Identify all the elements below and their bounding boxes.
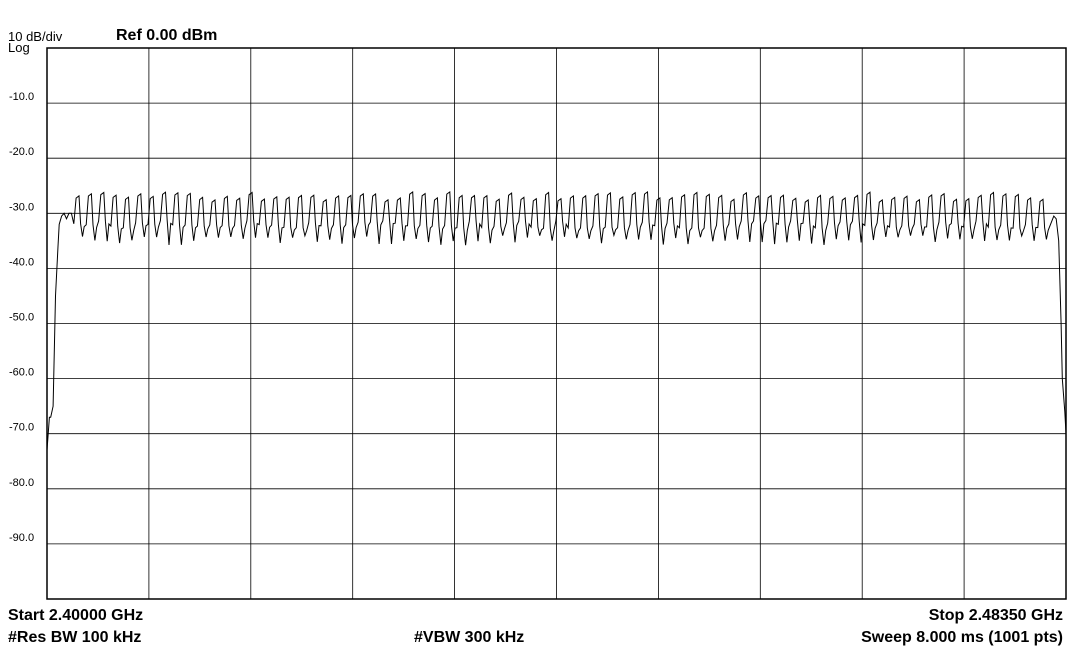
reference-level: Ref 0.00 dBm — [116, 27, 217, 44]
spectrum-trace — [46, 190, 1067, 489]
start-frequency: Start 2.40000 GHz — [8, 607, 143, 624]
y-tick-label: -20.0 — [9, 146, 34, 158]
resolution-bandwidth: #Res BW 100 kHz — [8, 629, 141, 646]
y-tick-label: -70.0 — [9, 422, 34, 434]
y-tick-label: -10.0 — [9, 91, 34, 103]
y-axis-ticks: -10.0 -20.0 -30.0 -40.0 -50.0 -60.0 -70.0 -80.0… — [9, 91, 34, 544]
scale-type-label: Log — [8, 40, 30, 55]
y-tick-label: -40.0 — [9, 256, 34, 268]
video-bandwidth: #VBW 300 kHz — [414, 629, 524, 646]
stop-frequency: Stop 2.48350 GHz — [929, 607, 1063, 624]
y-tick-label: -60.0 — [9, 367, 34, 379]
plot-grid — [47, 48, 1066, 599]
y-tick-label: -30.0 — [9, 201, 34, 213]
sweep-time: Sweep 8.000 ms (1001 pts) — [861, 629, 1063, 646]
y-tick-label: -90.0 — [9, 532, 34, 544]
y-tick-label: -80.0 — [9, 477, 34, 489]
y-tick-label: -50.0 — [9, 312, 34, 324]
scale-per-division: 10 dB/div — [8, 29, 63, 44]
